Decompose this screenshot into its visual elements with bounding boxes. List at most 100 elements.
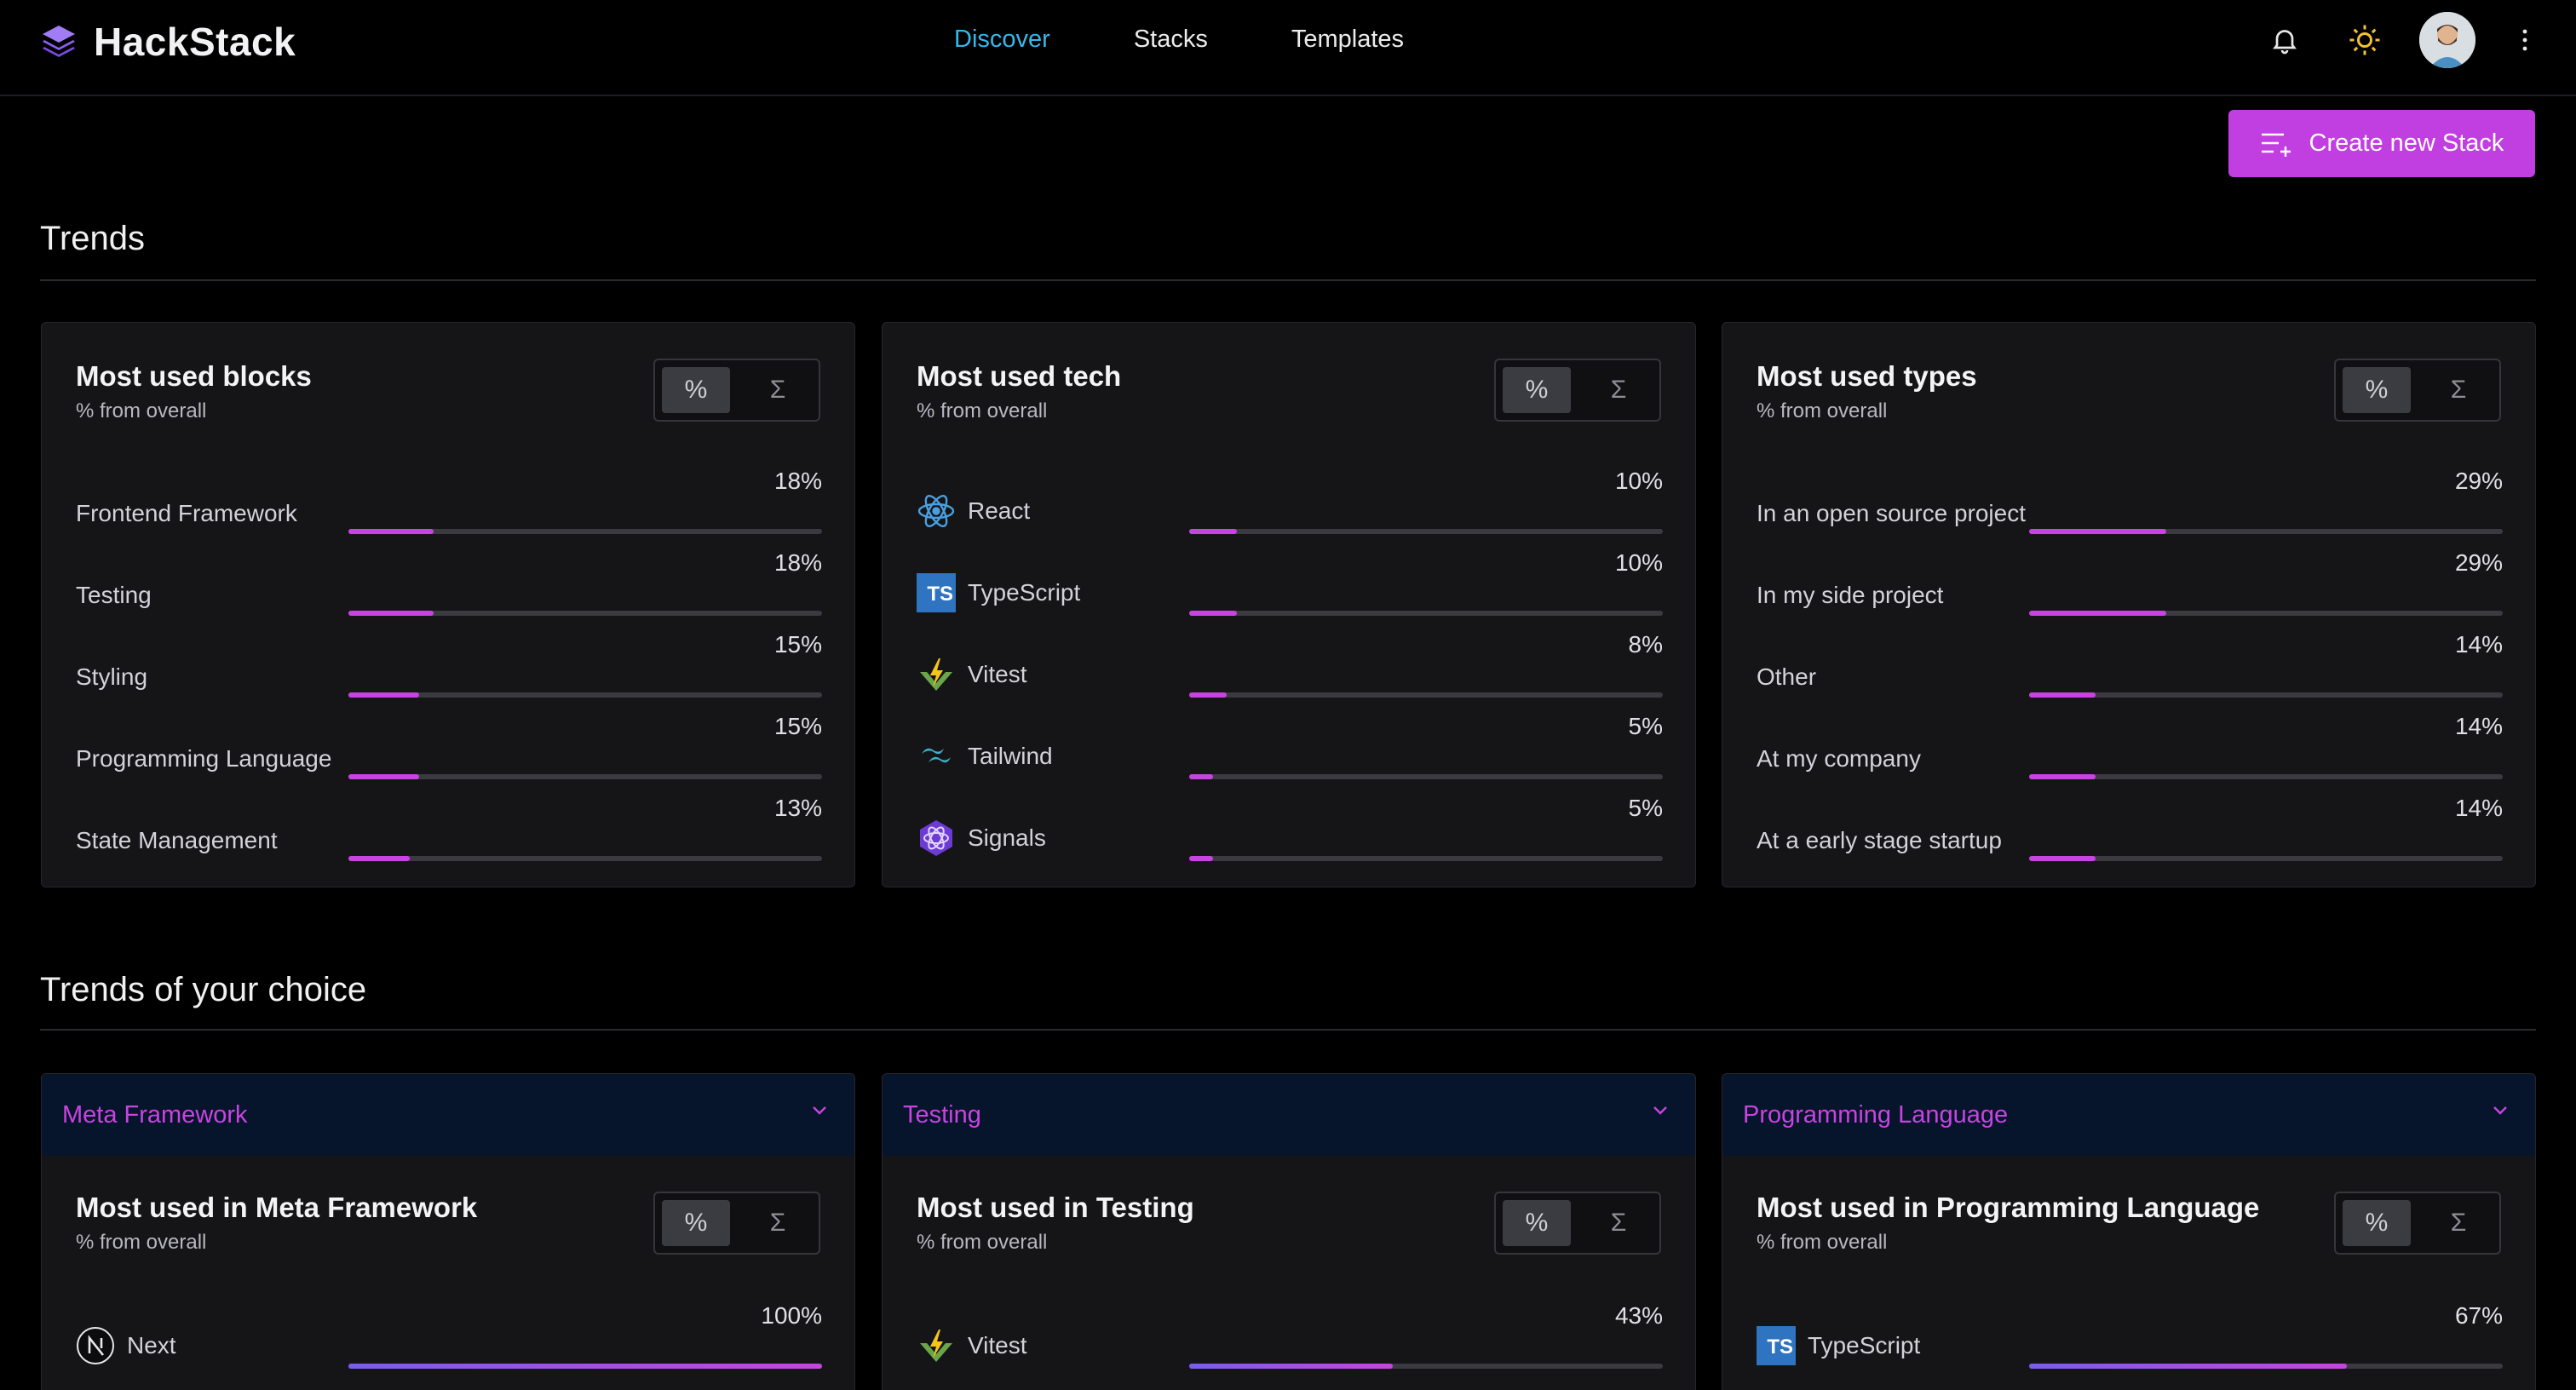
nav-discover[interactable]: Discover xyxy=(954,26,1050,53)
list-item: TS TypeScript 67% xyxy=(1757,1302,2503,1379)
list-add-icon xyxy=(2261,133,2291,157)
mode-toggle: % Σ xyxy=(1494,1192,1661,1255)
vitest-icon xyxy=(917,1326,956,1365)
chevron-down-icon xyxy=(813,1106,826,1115)
category-select-value: Testing xyxy=(903,1100,981,1129)
row-label: Programming Language xyxy=(76,745,332,772)
card-most-used-blocks: Most used blocks % from overall % Σ Fron… xyxy=(41,322,855,887)
category-select[interactable]: Programming Language xyxy=(1722,1074,2535,1156)
card-subtitle: % from overall xyxy=(76,399,207,422)
row-percent: 29% xyxy=(2454,549,2503,576)
typescript-icon: TS xyxy=(917,573,956,612)
row-label: In an open source project xyxy=(1757,500,2026,526)
list-item: Frontend Framework 18% xyxy=(76,468,822,544)
progress-bar xyxy=(2029,611,2503,616)
sum-toggle-button[interactable]: Σ xyxy=(2450,376,2467,404)
card-subtitle: % from overall xyxy=(1757,1231,1888,1254)
row-label: Vitest xyxy=(968,661,1027,687)
row-percent: 10% xyxy=(1614,468,1663,494)
react-icon xyxy=(917,491,956,531)
list-item: React 10% xyxy=(917,468,1663,544)
row-percent: 8% xyxy=(1628,631,1663,658)
card-choice-programming-language: Programming Language Most used in Progra… xyxy=(1722,1073,2536,1390)
card-subtitle: % from overall xyxy=(76,1231,207,1254)
row-percent: 5% xyxy=(1628,795,1663,821)
progress-bar xyxy=(348,529,822,534)
top-nav: HackStack Discover Stacks Templates xyxy=(0,0,2576,96)
progress-bar xyxy=(1189,856,1663,861)
sum-toggle-button[interactable]: Σ xyxy=(769,376,786,404)
sun-icon[interactable] xyxy=(2348,23,2382,57)
percent-toggle-button[interactable]: % xyxy=(2343,1200,2411,1246)
progress-bar xyxy=(348,774,822,779)
list-item: Signals 5% xyxy=(917,795,1663,871)
mode-toggle: % Σ xyxy=(2334,1192,2501,1255)
percent-toggle-button[interactable]: % xyxy=(1503,1200,1571,1246)
list-item: In an open source project 29% xyxy=(1757,468,2503,544)
progress-bar xyxy=(348,692,822,698)
layers-logo-icon xyxy=(43,26,75,57)
category-select[interactable]: Meta Framework xyxy=(42,1074,854,1156)
row-percent: 15% xyxy=(773,631,822,658)
row-percent: 18% xyxy=(773,549,822,576)
progress-bar xyxy=(1189,692,1663,698)
sum-toggle-button[interactable]: Σ xyxy=(1610,1209,1627,1237)
percent-toggle-button[interactable]: % xyxy=(1503,367,1571,413)
progress-bar xyxy=(2029,774,2503,779)
trends-divider xyxy=(40,279,2536,281)
card-choice-testing: Testing Most used in Testing % from over… xyxy=(882,1073,1696,1390)
progress-bar xyxy=(2029,692,2503,698)
avatar[interactable] xyxy=(2419,12,2475,68)
progress-bar xyxy=(2029,529,2503,534)
list-item: Other 14% xyxy=(1757,631,2503,708)
row-label: Other xyxy=(1757,663,1817,690)
nav-actions xyxy=(2268,12,2542,68)
list-item: Next 100% xyxy=(76,1302,822,1379)
progress-bar xyxy=(348,1364,822,1369)
mode-toggle: % Σ xyxy=(2334,359,2501,422)
main-nav: Discover Stacks Templates xyxy=(954,26,1487,54)
row-label: Next xyxy=(127,1332,176,1358)
list-item: Styling 15% xyxy=(76,631,822,708)
list-item: Vitest 8% xyxy=(917,631,1663,708)
row-label: Vitest xyxy=(968,1332,1027,1358)
row-percent: 15% xyxy=(773,713,822,739)
kebab-menu-icon[interactable] xyxy=(2508,23,2542,57)
row-label: State Management xyxy=(76,827,278,853)
create-stack-label: Create new Stack xyxy=(2309,129,2504,157)
row-percent: 100% xyxy=(761,1302,822,1329)
card-title: Most used tech xyxy=(917,360,1122,392)
list-item: Tailwind 5% xyxy=(917,713,1663,790)
card-title: Most used types xyxy=(1757,360,1977,392)
nav-templates[interactable]: Templates xyxy=(1291,26,1405,53)
logo[interactable]: HackStack xyxy=(39,19,296,65)
bell-icon[interactable] xyxy=(2268,23,2302,57)
row-label: TypeScript xyxy=(968,579,1081,606)
row-percent: 14% xyxy=(2454,795,2503,821)
category-select-value: Programming Language xyxy=(1743,1100,2009,1129)
category-select[interactable]: Testing xyxy=(883,1074,1695,1156)
percent-toggle-button[interactable]: % xyxy=(2343,367,2411,413)
sum-toggle-button[interactable]: Σ xyxy=(769,1209,786,1237)
progress-bar xyxy=(348,856,822,861)
row-percent: 29% xyxy=(2454,468,2503,494)
list-item: Vitest 43% xyxy=(917,1302,1663,1379)
card-subtitle: % from overall xyxy=(917,399,1048,422)
percent-toggle-button[interactable]: % xyxy=(662,367,730,413)
category-select-value: Meta Framework xyxy=(62,1100,248,1129)
typescript-icon: TS xyxy=(1757,1326,1796,1365)
list-item: In my side project 29% xyxy=(1757,549,2503,626)
percent-toggle-button[interactable]: % xyxy=(662,1200,730,1246)
card-most-used-types: Most used types % from overall % Σ In an… xyxy=(1722,322,2536,887)
vitest-icon xyxy=(917,655,956,694)
nextjs-icon xyxy=(76,1326,115,1365)
tailwind-icon xyxy=(917,737,956,776)
create-stack-button[interactable]: Create new Stack xyxy=(2228,110,2535,177)
row-label: Tailwind xyxy=(968,743,1053,769)
chevron-down-icon xyxy=(1653,1106,1667,1115)
sum-toggle-button[interactable]: Σ xyxy=(1610,376,1627,404)
chevron-down-icon xyxy=(2493,1106,2507,1115)
row-label: Signals xyxy=(968,824,1046,851)
sum-toggle-button[interactable]: Σ xyxy=(2450,1209,2467,1237)
nav-stacks[interactable]: Stacks xyxy=(1133,26,1208,53)
